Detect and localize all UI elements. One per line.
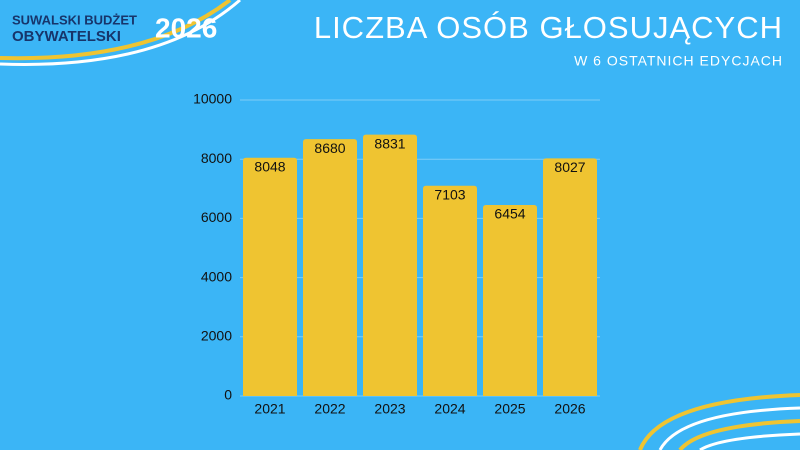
logo-text: OBYWATELSKI — [12, 28, 121, 45]
decor-curve — [0, 0, 232, 61]
value-label: 8027 — [554, 159, 585, 175]
x-tick-label: 2023 — [374, 401, 405, 417]
x-tick-label: 2021 — [254, 401, 285, 417]
y-tick-label: 6000 — [201, 209, 232, 225]
x-tick-label: 2026 — [554, 401, 585, 417]
bar — [363, 134, 417, 396]
logo-year: 2026 — [155, 12, 217, 43]
value-label: 7103 — [434, 186, 465, 202]
chart-title: LICZBA OSÓB GŁOSUJĄCYCH — [314, 10, 783, 45]
y-tick-label: 0 — [224, 387, 232, 403]
x-tick-label: 2022 — [314, 401, 345, 417]
x-tick-label: 2024 — [434, 401, 465, 417]
y-tick-label: 8000 — [201, 150, 232, 166]
value-label: 8831 — [374, 135, 405, 151]
logo-text: SUWALSKI BUDŻET — [12, 12, 137, 27]
value-label: 6454 — [494, 206, 525, 222]
decor-curve — [0, 0, 241, 66]
bar — [423, 185, 477, 396]
x-tick-label: 2025 — [494, 401, 525, 417]
y-tick-label: 2000 — [201, 328, 232, 344]
bar — [483, 204, 537, 396]
decor-arcs — [638, 393, 800, 450]
bar — [243, 157, 297, 396]
bar — [303, 139, 357, 396]
value-label: 8680 — [314, 140, 345, 156]
bar — [543, 158, 597, 396]
y-tick-label: 4000 — [201, 268, 232, 284]
chart-subtitle: W 6 OSTATNICH EDYCJACH — [574, 53, 783, 69]
y-tick-label: 10000 — [193, 91, 232, 107]
value-label: 8048 — [254, 158, 285, 174]
